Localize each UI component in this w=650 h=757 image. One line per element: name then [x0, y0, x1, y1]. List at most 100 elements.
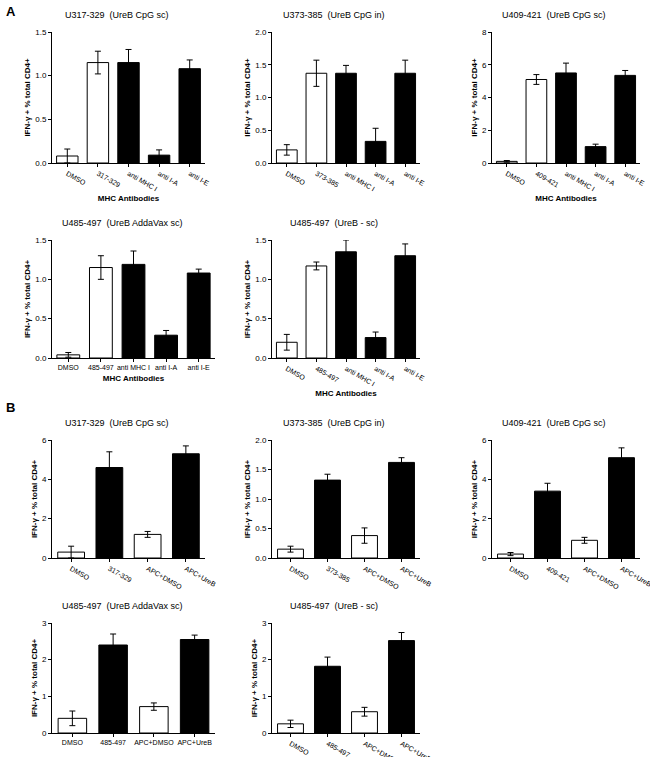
svg-text:APC+UreB: APC+UreB [399, 565, 433, 588]
svg-text:IFN-γ + % total CD4+: IFN-γ + % total CD4+ [243, 58, 252, 137]
svg-text:anti I-A: anti I-A [157, 170, 180, 187]
svg-text:DMSO: DMSO [65, 170, 87, 187]
svg-text:317-329: 317-329 [107, 565, 133, 584]
svg-text:2: 2 [262, 655, 267, 664]
svg-text:A: A [6, 4, 16, 19]
svg-text:APC+DMSO: APC+DMSO [362, 740, 400, 757]
svg-text:DMSO: DMSO [288, 740, 310, 757]
svg-text:DMSO: DMSO [285, 170, 307, 187]
svg-text:1: 1 [42, 692, 47, 701]
svg-text:DMSO: DMSO [288, 565, 310, 582]
svg-text:U485-497 (UreB - sc): U485-497 (UreB - sc) [290, 218, 378, 228]
svg-text:U485-497 (UreB AddaVax sc): U485-497 (UreB AddaVax sc) [62, 601, 182, 611]
svg-text:1: 1 [262, 692, 267, 701]
svg-text:APC+DMSO: APC+DMSO [145, 565, 183, 591]
svg-text:1.5: 1.5 [255, 61, 267, 70]
svg-text:1.5: 1.5 [255, 465, 267, 474]
svg-text:0.0: 0.0 [35, 354, 47, 363]
svg-text:1.0: 1.0 [35, 275, 47, 284]
svg-text:1.5: 1.5 [35, 236, 47, 245]
svg-text:IFN-γ + % total CD4+: IFN-γ + % total CD4+ [30, 639, 39, 718]
svg-text:485-497: 485-497 [325, 740, 351, 757]
svg-text:0.5: 0.5 [35, 115, 47, 124]
svg-text:2: 2 [42, 655, 47, 664]
svg-text:6: 6 [42, 436, 47, 445]
svg-text:IFN-γ + % total CD4+: IFN-γ + % total CD4+ [23, 58, 32, 137]
svg-text:0.0: 0.0 [35, 159, 47, 168]
svg-text:DMSO: DMSO [505, 170, 527, 187]
svg-text:3: 3 [262, 619, 267, 628]
svg-text:0: 0 [42, 729, 47, 738]
svg-text:MHC Antibodies: MHC Antibodies [535, 194, 597, 203]
svg-text:1.5: 1.5 [35, 28, 47, 37]
svg-text:APC+UreB: APC+UreB [184, 565, 218, 588]
svg-text:U409-421 (UreB CpG sc): U409-421 (UreB CpG sc) [502, 418, 606, 428]
svg-text:6: 6 [482, 61, 487, 70]
svg-text:4: 4 [42, 475, 47, 484]
svg-text:373-385: 373-385 [325, 565, 351, 584]
svg-text:anti I-E: anti I-E [403, 170, 426, 187]
svg-text:8: 8 [482, 28, 487, 37]
svg-text:DMSO: DMSO [62, 739, 84, 746]
svg-text:U485-497 (UreB - sc): U485-497 (UreB - sc) [290, 601, 378, 611]
svg-text:MHC Antibodies: MHC Antibodies [315, 389, 377, 398]
svg-text:DMSO: DMSO [285, 365, 307, 382]
svg-text:485-497: 485-497 [314, 365, 340, 384]
svg-text:APC+DMSO: APC+DMSO [362, 565, 400, 591]
svg-text:2: 2 [42, 514, 47, 523]
svg-text:B: B [6, 400, 15, 415]
svg-text:anti I-E: anti I-E [623, 170, 646, 187]
svg-text:U317-329 (UreB CpG sc): U317-329 (UreB CpG sc) [65, 418, 169, 428]
svg-text:anti MHC I: anti MHC I [564, 170, 596, 193]
svg-text:0.0: 0.0 [255, 159, 267, 168]
svg-text:2: 2 [482, 514, 487, 523]
svg-text:317-329: 317-329 [96, 170, 122, 189]
svg-text:IFN-γ + % total CD4+: IFN-γ + % total CD4+ [470, 460, 479, 539]
svg-text:0.5: 0.5 [255, 314, 267, 323]
svg-text:anti I-A: anti I-A [155, 364, 178, 371]
svg-text:1.0: 1.0 [255, 93, 267, 102]
svg-text:IFN-γ + % total CD4+: IFN-γ + % total CD4+ [23, 260, 32, 339]
svg-text:IFN-γ + % total CD4+: IFN-γ + % total CD4+ [250, 639, 259, 718]
svg-text:anti MHC I: anti MHC I [126, 170, 158, 193]
svg-text:IFN-γ + % total CD4+: IFN-γ + % total CD4+ [470, 58, 479, 137]
svg-text:0.5: 0.5 [255, 524, 267, 533]
svg-text:U409-421 (UreB CpG sc): U409-421 (UreB CpG sc) [502, 10, 606, 20]
svg-text:0.0: 0.0 [255, 354, 267, 363]
svg-text:0: 0 [482, 554, 487, 563]
svg-text:anti I-E: anti I-E [403, 365, 426, 382]
svg-text:409-421: 409-421 [545, 565, 571, 584]
svg-text:MHC Antibodies: MHC Antibodies [98, 194, 160, 203]
svg-text:DMSO: DMSO [58, 364, 80, 371]
svg-text:APC+UreB: APC+UreB [177, 739, 212, 746]
svg-text:4: 4 [482, 475, 487, 484]
svg-text:anti I-E: anti I-E [188, 364, 211, 371]
svg-text:DMSO: DMSO [508, 565, 530, 582]
svg-text:U317-329 (UreB CpG sc): U317-329 (UreB CpG sc) [65, 10, 169, 20]
svg-text:APC+DMSO: APC+DMSO [134, 739, 174, 746]
svg-text:anti I-A: anti I-A [373, 365, 396, 382]
svg-text:1.0: 1.0 [35, 71, 47, 80]
svg-text:DMSO: DMSO [69, 565, 91, 582]
svg-text:APC+DMSO: APC+DMSO [582, 565, 620, 591]
svg-text:anti MHC I: anti MHC I [344, 170, 376, 193]
svg-text:anti I-A: anti I-A [593, 170, 616, 187]
svg-text:6: 6 [482, 436, 487, 445]
svg-text:anti I-E: anti I-E [187, 170, 210, 187]
svg-text:MHC Antibodies: MHC Antibodies [103, 374, 165, 383]
svg-text:APC+UreB: APC+UreB [399, 740, 433, 757]
svg-text:anti I-A: anti I-A [373, 170, 396, 187]
svg-text:2: 2 [482, 126, 487, 135]
svg-text:2.0: 2.0 [255, 28, 267, 37]
svg-text:IFN-γ + % total CD4+: IFN-γ + % total CD4+ [30, 460, 39, 539]
svg-text:0.0: 0.0 [255, 554, 267, 563]
svg-text:U373-385 (UreB CpG in): U373-385 (UreB CpG in) [283, 10, 385, 20]
svg-text:0: 0 [482, 159, 487, 168]
svg-text:1.0: 1.0 [255, 495, 267, 504]
svg-text:0.5: 0.5 [255, 126, 267, 135]
svg-text:U373-385 (UreB CpG in): U373-385 (UreB CpG in) [283, 418, 385, 428]
svg-text:4: 4 [482, 93, 487, 102]
svg-text:485-497: 485-497 [100, 739, 126, 746]
svg-text:IFN-γ + % total CD4+: IFN-γ + % total CD4+ [243, 260, 252, 339]
svg-text:U485-497 (UreB AddaVax sc): U485-497 (UreB AddaVax sc) [62, 218, 182, 228]
